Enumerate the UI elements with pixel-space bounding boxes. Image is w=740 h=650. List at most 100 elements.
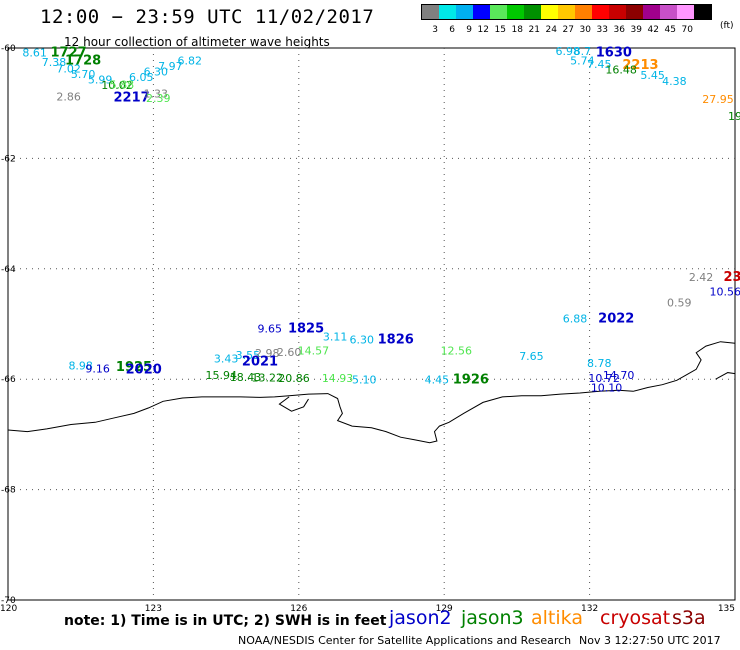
latitude-label: -68	[1, 486, 16, 496]
legend-swatch	[541, 5, 558, 19]
legend-swatch	[575, 5, 592, 19]
wave-height-label: 16.48	[605, 63, 637, 76]
generation-timestamp: Nov 3 12:27:50 UTC 2017	[579, 634, 721, 647]
wave-height-label: 20.86	[278, 372, 310, 385]
pass-time-label: 1728	[65, 54, 101, 69]
legend-swatch	[490, 5, 507, 19]
latitude-label: -70	[1, 596, 16, 606]
legend-ticks: 3 6 9 12 15 18 21 24 27 30 33 36 39 42 45 70	[421, 23, 712, 37]
legend-tick-label: 9	[466, 25, 472, 35]
wave-height-label: 14.57	[298, 344, 330, 357]
longitude-label: 132	[581, 604, 598, 614]
footer-note: note: 1) Time is in UTC; 2) SWH is in fe…	[64, 613, 387, 629]
pass-time-label: 2021	[242, 354, 278, 369]
wave-height-label: 4.45	[425, 374, 450, 387]
legend-tick-label: 30	[579, 25, 591, 35]
legend-swatch	[507, 5, 524, 19]
latitude-label: -66	[1, 375, 16, 385]
wave-height-label: 6.88	[563, 312, 588, 325]
pass-time-label: 2217	[113, 91, 149, 106]
wave-height-label: 3.43	[214, 353, 239, 366]
longitude-label: 135	[718, 604, 735, 614]
legend-swatch	[592, 5, 609, 19]
legend-swatch	[473, 5, 490, 19]
legend-tick-label: 24	[545, 25, 557, 35]
satellite-legend-jason3: jason3	[461, 607, 524, 629]
pass-time-label: 2020	[126, 363, 162, 378]
wave-height-label: 5.99	[88, 73, 113, 86]
wave-height-label: 2.42	[689, 271, 714, 284]
wave-height-label: 0.59	[667, 296, 692, 309]
legend-swatch	[660, 5, 677, 19]
legend-tick-label: 21	[528, 25, 540, 35]
wave-height-label: 1.33	[144, 88, 169, 101]
legend-swatch	[609, 5, 626, 19]
longitude-label: 126	[290, 604, 307, 614]
wave-height-label: 18.43	[230, 371, 262, 384]
longitude-label: 123	[145, 604, 162, 614]
wave-height-label: 7.45	[587, 58, 612, 71]
legend-tick-label: 12	[477, 25, 489, 35]
wave-height-label: 5.74	[570, 55, 595, 68]
pass-time-label: 2022	[598, 311, 634, 326]
wave-height-label: 2.60	[277, 346, 302, 359]
wave-height-label: 5.88	[110, 78, 135, 91]
legend-tick-label: 70	[681, 25, 693, 35]
legend-tick-label: 36	[613, 25, 625, 35]
wave-height-label: 14.93	[322, 372, 354, 385]
wave-height-label: 7.38	[42, 56, 67, 69]
antarctic-coastline	[7, 341, 736, 444]
wave-height-label: 4.38	[662, 75, 687, 88]
legend-swatch	[456, 5, 473, 19]
legend-swatch	[677, 5, 694, 19]
satellite-legend-altika: altika	[531, 607, 583, 629]
legend-swatch	[694, 5, 711, 19]
ice-shelf-outline	[278, 396, 309, 412]
legend-swatch	[558, 5, 575, 19]
wave-height-label: 8.61	[22, 46, 47, 59]
longitude-label: 129	[436, 604, 453, 614]
pass-time-label: 23	[724, 270, 740, 285]
latitude-label: -60	[1, 44, 16, 54]
map-frame	[7, 47, 736, 601]
satellite-legend-jason2: jason2	[389, 607, 452, 629]
wave-height-label: 2.86	[56, 90, 81, 103]
pass-time-label: 2213	[622, 58, 658, 73]
satellite-legend-cryosat: cryosat	[600, 607, 671, 629]
wave-height-label: 6.30	[350, 333, 375, 346]
wave-height-label: 14.70	[603, 369, 635, 382]
wave-height-label: 19	[728, 110, 740, 123]
pass-time-label: 1727	[50, 45, 86, 60]
legend-swatch	[422, 5, 439, 19]
legend-swatch	[626, 5, 643, 19]
wave-height-label: 10.10	[591, 381, 623, 394]
wave-height-label: 7.97	[158, 60, 183, 73]
wave-height-label: 7.65	[519, 350, 544, 363]
wave-height-label: 3.11	[323, 331, 348, 344]
legend-tick-label: 3	[432, 25, 438, 35]
wave-height-label: 5.45	[640, 69, 665, 82]
wave-height-label: 10.72	[588, 372, 620, 385]
pass-time-label: 1630	[596, 45, 632, 60]
legend-tick-label: 18	[511, 25, 523, 35]
legend-tick-label: 27	[562, 25, 574, 35]
wave-height-label: 9.65	[257, 322, 282, 335]
pass-time-label: 1825	[288, 321, 324, 336]
legend-tick-label: 6	[449, 25, 455, 35]
legend-swatches	[421, 4, 712, 20]
page-title: 12:00 − 23:59 UTC 11/02/2017	[40, 6, 375, 28]
color-legend: 3 6 9 12 15 18 21 24 27 30 33 36 39 42 45 70	[421, 4, 712, 36]
legend-tick-label: 42	[647, 25, 659, 35]
wave-height-label: 8.98	[68, 359, 93, 372]
latitude-label: -64	[1, 265, 16, 275]
pass-time-label: 1826	[378, 332, 414, 347]
legend-swatch	[439, 5, 456, 19]
wave-height-label: 8.78	[587, 357, 612, 370]
legend-tick-label: 15	[494, 25, 506, 35]
wave-height-label: 3.55	[236, 349, 261, 362]
wave-height-label: 10.56	[710, 285, 740, 298]
legend-swatch	[524, 5, 541, 19]
wave-height-label: 13.22	[252, 371, 284, 384]
